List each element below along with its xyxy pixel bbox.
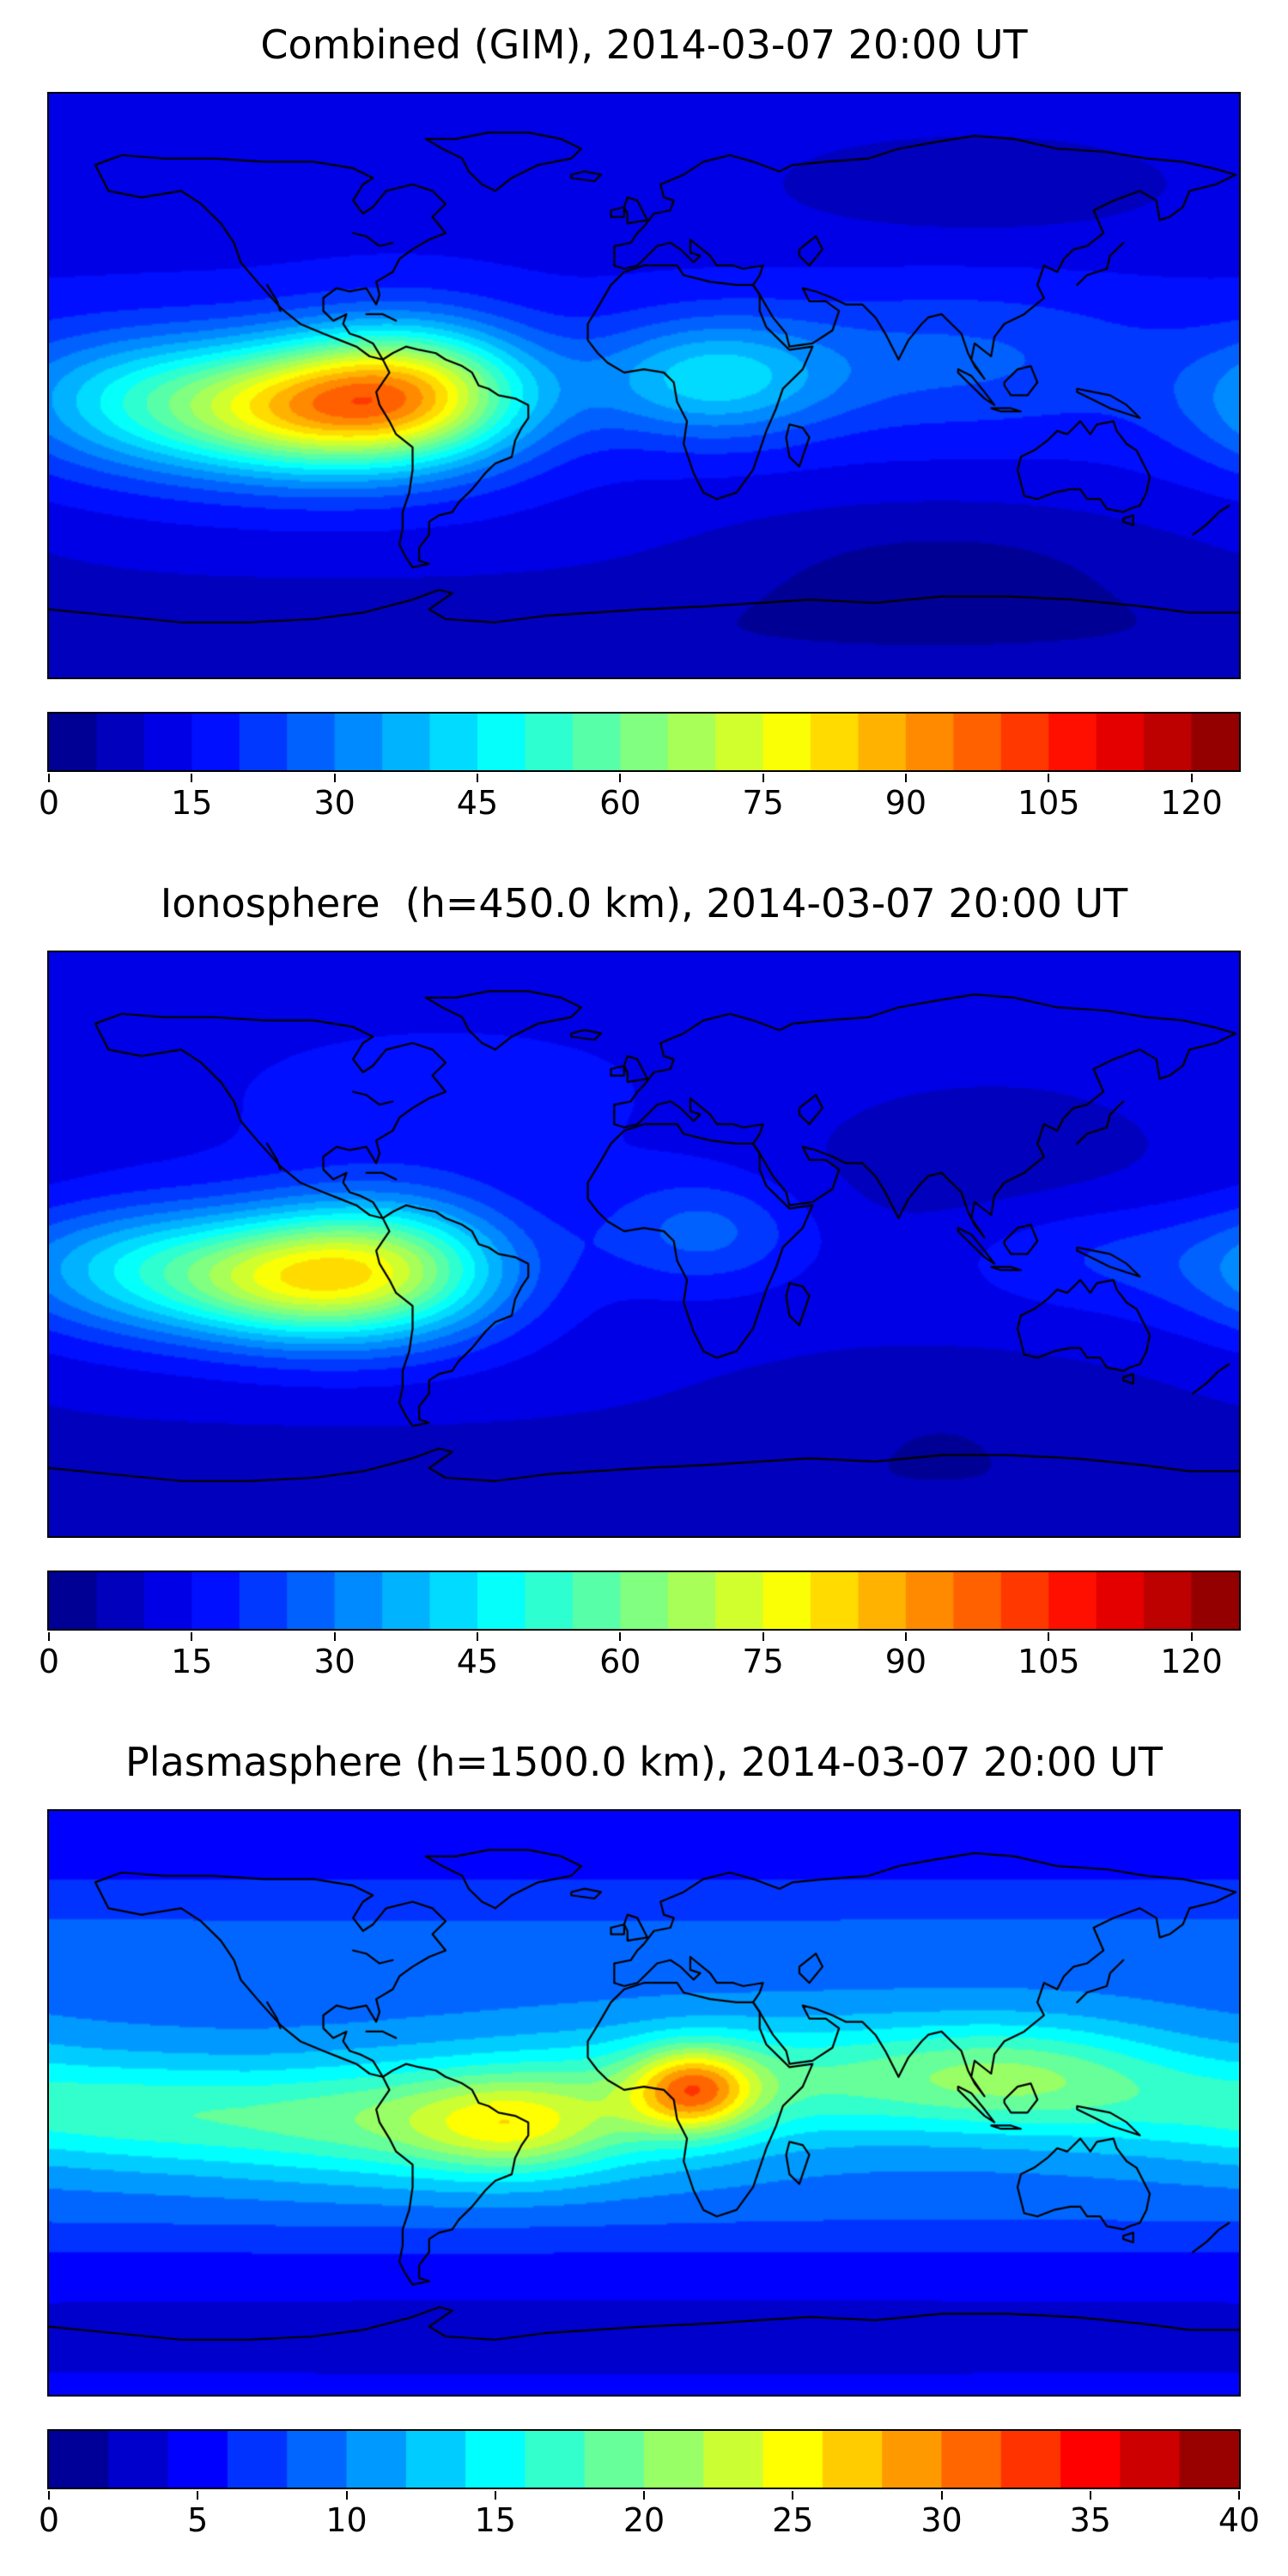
panel-plasmasphere: Plasmasphere (h=1500.0 km), 2014-03-07 2… — [0, 1717, 1288, 2576]
colorbar-tick-label: 45 — [456, 1642, 499, 1680]
combined-colorbar-ticks: 0 15 30 45 60 75 90 105 120 — [39, 773, 1239, 829]
ionosphere-map-canvas — [47, 950, 1241, 1538]
colorbar-tick-mark — [1238, 2490, 1240, 2500]
panel-plasmasphere-title: Plasmasphere (h=1500.0 km), 2014-03-07 2… — [125, 1739, 1163, 1785]
colorbar-tick-mark — [643, 2490, 645, 2500]
colorbar-tick-label: 5 — [187, 2500, 209, 2539]
panel-ionosphere-title: Ionosphere (h=450.0 km), 2014-03-07 20:0… — [160, 880, 1128, 927]
colorbar-tick-mark — [197, 2490, 199, 2500]
colorbar-tick-label: 30 — [920, 2500, 963, 2539]
colorbar-tick-label: 105 — [1017, 1642, 1080, 1680]
colorbar-tick-mark — [1048, 1631, 1050, 1641]
colorbar-tick-mark — [1190, 1631, 1193, 1641]
colorbar-tick-label: 120 — [1160, 783, 1223, 822]
panel-combined-title: Combined (GIM), 2014-03-07 20:00 UT — [260, 21, 1028, 68]
colorbar-tick-label: 0 — [38, 2500, 60, 2539]
colorbar-tick-mark — [191, 1631, 193, 1641]
combined-colorbar — [47, 711, 1241, 772]
ionosphere-colorbar — [47, 1570, 1241, 1631]
colorbar-tick-label: 105 — [1017, 783, 1080, 822]
plasmasphere-colorbar-ticks: 0 5 10 15 20 25 30 35 40 — [39, 2490, 1260, 2546]
panel-ionosphere: Ionosphere (h=450.0 km), 2014-03-07 20:0… — [0, 859, 1288, 1717]
ionosphere-colorbar-ticks: 0 15 30 45 60 75 90 105 120 — [39, 1631, 1239, 1687]
colorbar-tick-mark — [762, 1631, 764, 1641]
colorbar-tick-mark — [1190, 773, 1193, 782]
colorbar-tick-label: 75 — [742, 783, 784, 822]
colorbar-tick-mark — [792, 2490, 794, 2500]
colorbar-tick-label: 90 — [884, 1642, 927, 1680]
colorbar-tick-label: 30 — [313, 1642, 355, 1680]
colorbar-tick-label: 40 — [1218, 2500, 1261, 2539]
colorbar-tick-label: 20 — [623, 2500, 665, 2539]
colorbar-tick-mark — [345, 2490, 348, 2500]
plasmasphere-map-canvas — [47, 1808, 1241, 2397]
colorbar-tick-label: 35 — [1069, 2500, 1111, 2539]
colorbar-tick-mark — [48, 773, 50, 782]
colorbar-tick-mark — [494, 2490, 496, 2500]
colorbar-tick-label: 45 — [456, 783, 499, 822]
colorbar-tick-label: 15 — [171, 1642, 213, 1680]
colorbar-tick-label: 60 — [599, 1642, 641, 1680]
colorbar-tick-mark — [904, 773, 907, 782]
colorbar-tick-label: 10 — [325, 2500, 368, 2539]
colorbar-tick-mark — [48, 2490, 50, 2500]
colorbar-tick-mark — [333, 1631, 336, 1641]
combined-map-canvas — [47, 91, 1241, 679]
colorbar-tick-mark — [904, 1631, 907, 1641]
colorbar-tick-label: 0 — [38, 783, 60, 822]
colorbar-tick-label: 25 — [772, 2500, 814, 2539]
colorbar-tick-label: 15 — [171, 783, 213, 822]
panel-combined: Combined (GIM), 2014-03-07 20:00 UT 0 15 3… — [0, 0, 1288, 859]
colorbar-tick-mark — [1089, 2490, 1091, 2500]
plasmasphere-colorbar — [47, 2428, 1241, 2489]
colorbar-tick-mark — [762, 773, 764, 782]
colorbar-tick-label: 15 — [474, 2500, 516, 2539]
colorbar-tick-mark — [191, 773, 193, 782]
colorbar-tick-mark — [48, 1631, 50, 1641]
colorbar-tick-mark — [333, 773, 336, 782]
colorbar-tick-mark — [476, 1631, 478, 1641]
colorbar-tick-label: 0 — [38, 1642, 60, 1680]
colorbar-tick-mark — [1048, 773, 1050, 782]
colorbar-tick-mark — [619, 1631, 622, 1641]
colorbar-tick-label: 120 — [1160, 1642, 1223, 1680]
colorbar-tick-label: 90 — [884, 783, 927, 822]
colorbar-tick-label: 30 — [313, 783, 355, 822]
colorbar-tick-label: 60 — [599, 783, 641, 822]
colorbar-tick-mark — [476, 773, 478, 782]
colorbar-tick-label: 75 — [742, 1642, 784, 1680]
colorbar-tick-mark — [619, 773, 622, 782]
colorbar-tick-mark — [940, 2490, 943, 2500]
